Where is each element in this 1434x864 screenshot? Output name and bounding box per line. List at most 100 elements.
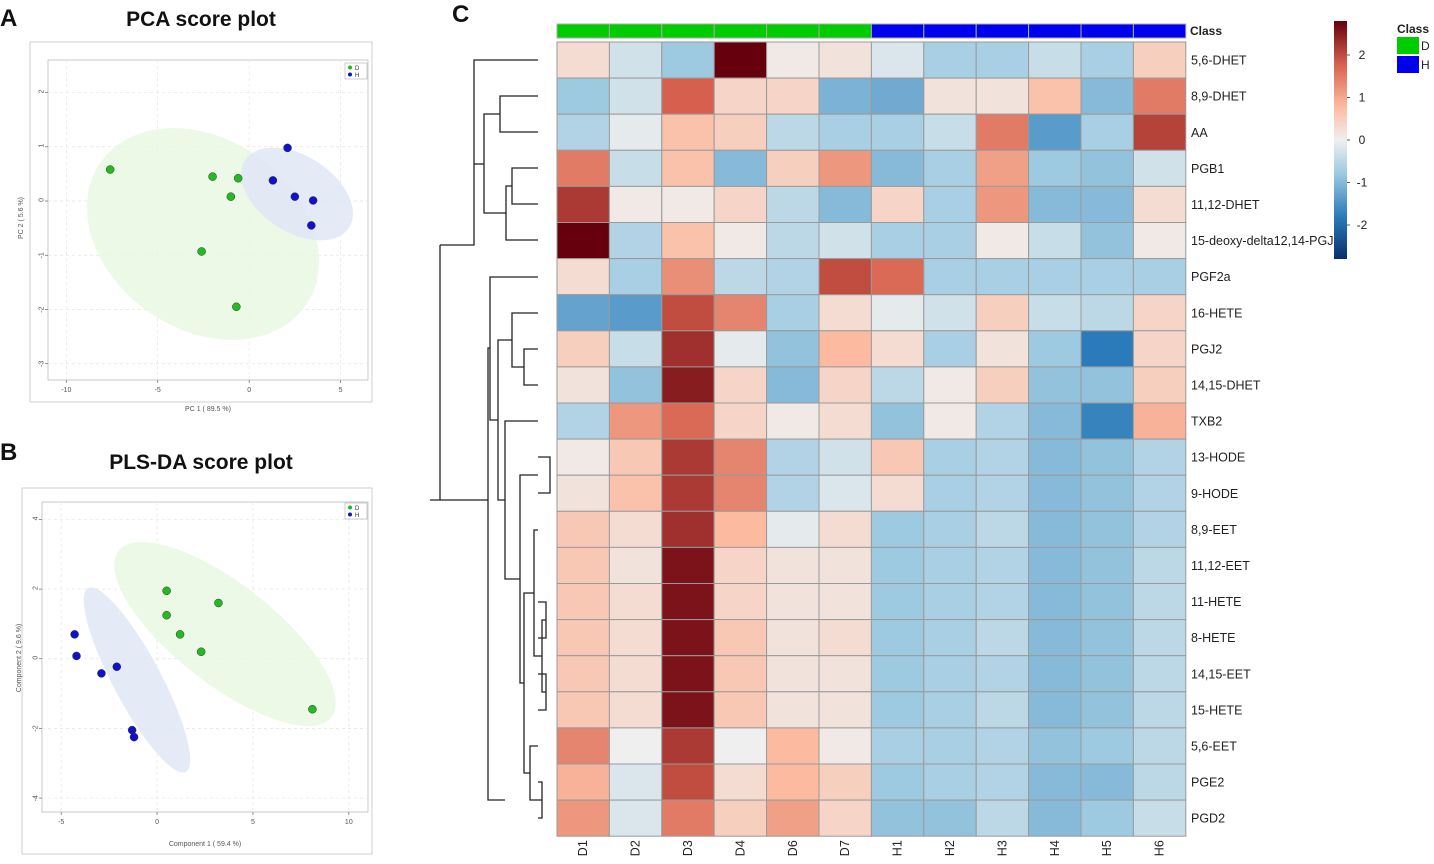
heatmap-cell	[870, 402, 925, 440]
plsda-y-tick-label: 0	[33, 656, 40, 660]
pca-point-h	[290, 192, 300, 201]
heatmap-cell	[713, 222, 768, 260]
heatmap-cell	[661, 438, 715, 476]
heatmap-cell	[870, 510, 925, 548]
pca-x-tick-label: 0	[247, 387, 251, 394]
heatmap-cell	[923, 510, 977, 548]
heatmap-cell	[713, 185, 768, 223]
plsda-h-confidence-ellipse	[83, 587, 191, 773]
pca-point-d	[208, 172, 217, 181]
plsda-point-h	[112, 662, 122, 672]
heatmap-cell	[766, 510, 820, 548]
heatmap-cell	[766, 799, 820, 837]
heatmap-cell	[1132, 113, 1187, 151]
column-label: D7	[838, 840, 852, 856]
column-label: H4	[1048, 840, 1062, 856]
heatmap-cell	[766, 546, 820, 585]
heatmap-cell	[608, 546, 663, 585]
pca-point-d	[226, 192, 236, 201]
row-label: 8,9-EET	[1191, 523, 1237, 537]
heatmap-cell	[975, 474, 1030, 512]
class-legend-d-label: D	[1421, 39, 1430, 53]
row-dendrogram	[430, 59, 551, 819]
heatmap-cell	[1028, 402, 1082, 440]
heatmap-cell	[1080, 41, 1134, 79]
heatmap-cell	[713, 655, 768, 693]
heatmap-cell	[713, 258, 768, 296]
heatmap-cell	[1132, 77, 1187, 115]
heatmap-cell	[1132, 727, 1187, 765]
heatmap-cell	[1080, 113, 1134, 151]
heatmap-cell	[1132, 691, 1187, 729]
pca-point-d	[232, 302, 241, 312]
class-legend-h-swatch	[1397, 56, 1419, 73]
heatmap-cell	[766, 113, 820, 151]
heatmap-cell	[923, 438, 977, 476]
heatmap-cell	[661, 510, 715, 548]
heatmap-cell	[818, 474, 872, 512]
heatmap-cell	[870, 546, 925, 585]
pca-point-d	[105, 165, 115, 174]
heatmap-cell	[608, 113, 663, 151]
heatmap-cell	[608, 474, 663, 512]
plsda-point-h	[70, 630, 79, 639]
class-bar-cell	[766, 23, 820, 39]
pca-y-tick-label: -3	[39, 361, 46, 367]
heatmap-cell	[713, 113, 768, 151]
heatmap-cell	[766, 149, 820, 187]
heatmap-cell	[975, 294, 1030, 332]
heatmap-cell	[975, 113, 1030, 151]
heatmap-cell	[766, 77, 820, 115]
heatmap-cell	[818, 41, 872, 79]
heatmap-cell	[661, 330, 715, 368]
heatmap-cell	[923, 655, 977, 693]
heatmap-cell	[556, 619, 610, 657]
heatmap-cell	[923, 727, 977, 765]
heatmap-cell	[1132, 763, 1187, 801]
heatmap-cell	[608, 510, 663, 548]
heatmap-cell	[556, 258, 610, 296]
heatmap-cell	[608, 77, 663, 115]
heatmap-cell	[608, 149, 663, 187]
heatmap-cell	[870, 583, 925, 621]
heatmap-cell	[818, 294, 872, 332]
color-scale-tick-label: 1	[1359, 91, 1366, 105]
heatmap-cell	[608, 294, 663, 332]
heatmap-cell	[923, 366, 977, 404]
plsda-x-axis-label: Component 1 ( 59.4 %)	[169, 841, 241, 848]
pca-point-d	[197, 247, 206, 256]
plsda-point-d	[162, 586, 171, 596]
heatmap-cell	[556, 691, 610, 729]
heatmap-cell	[1132, 41, 1187, 79]
heatmap-cell	[661, 799, 715, 837]
class-bar-cell	[1080, 23, 1134, 39]
class-bar-cell	[870, 23, 925, 39]
heatmap-cell	[556, 77, 610, 115]
row-label: PGJ2	[1191, 342, 1222, 356]
heatmap-cell	[608, 583, 663, 621]
heatmap-cell	[818, 763, 872, 801]
pca-x-tick-label: -10	[61, 387, 71, 394]
column-label: H2	[943, 840, 957, 856]
heatmap-cell	[713, 366, 768, 404]
heatmap-cell	[870, 366, 925, 404]
heatmap-cell	[608, 222, 663, 260]
column-label: D3	[681, 840, 695, 856]
pca-legend-h-marker	[348, 72, 352, 77]
panel-letter-a: A	[0, 5, 17, 32]
heatmap-cell	[1132, 546, 1187, 585]
heatmap-cell	[1028, 222, 1082, 260]
heatmap-cell	[923, 691, 977, 729]
heatmap-cell	[713, 77, 768, 115]
heatmap-cell	[870, 655, 925, 693]
heatmap-cell	[975, 330, 1030, 368]
heatmap-cell	[923, 474, 977, 512]
heatmap-cell	[1132, 258, 1187, 296]
heatmap-cell	[818, 655, 872, 693]
heatmap-cell	[818, 402, 872, 440]
heatmap-cell	[766, 474, 820, 512]
plsda-y-tick-label: -4	[33, 795, 40, 801]
heatmap-cell	[766, 366, 820, 404]
heatmap-cell	[975, 41, 1030, 79]
